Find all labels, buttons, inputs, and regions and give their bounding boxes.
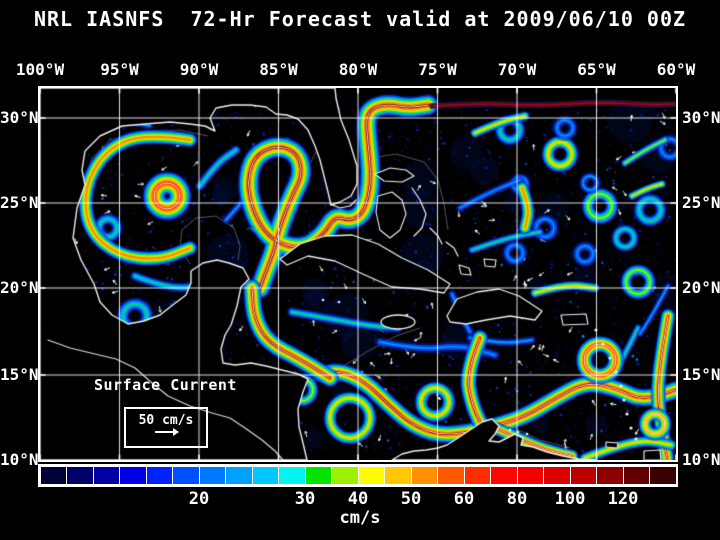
lon-tick-label: 95°W	[100, 60, 139, 79]
colorbar-tick-label: 20	[188, 489, 210, 509]
lat-tick-label-left: 20°N	[0, 278, 39, 297]
colorbar-segment	[358, 467, 384, 484]
colorbar-segment	[332, 467, 358, 484]
colorbar-segment	[385, 467, 411, 484]
lat-tick-label-left: 15°N	[0, 365, 39, 384]
legend-title: Surface Current	[94, 376, 237, 394]
lon-tick-label: 60°W	[656, 60, 696, 79]
colorbar-segment	[305, 467, 331, 484]
colorbar-tick-label: 100	[554, 489, 586, 509]
colorbar-segment	[252, 467, 278, 484]
reference-vector-arrow-icon	[155, 428, 179, 436]
map-plot-area	[38, 86, 678, 462]
reference-vector-label: 50 cm/s	[138, 413, 194, 428]
colorbar-segment	[597, 467, 623, 484]
colorbar-segment	[146, 467, 172, 484]
lat-tick-label-right: 20°N	[682, 278, 720, 297]
colorbar-segment	[464, 467, 490, 484]
colorbar-segment	[650, 467, 676, 484]
lon-tick-label: 85°W	[259, 60, 298, 79]
colorbar-tick-label: 50	[400, 489, 422, 509]
lat-tick-label-right: 10°N	[682, 450, 720, 469]
lat-tick-label-right: 15°N	[682, 365, 720, 384]
lon-tick-label: 65°W	[577, 60, 616, 79]
colorbar-segment	[226, 467, 252, 484]
colorbar-segment	[173, 467, 199, 484]
lat-tick-label-left: 30°N	[0, 108, 39, 127]
colorbar-segment	[120, 467, 146, 484]
colorbar-segment	[67, 467, 93, 484]
colorbar-unit-label: cm/s	[339, 508, 381, 528]
colorbar-tick-label: 120	[607, 489, 639, 509]
colorbar-tick-label: 80	[506, 489, 528, 509]
lon-tick-label: 90°W	[179, 60, 219, 79]
colorbar-tick-label: 60	[453, 489, 475, 509]
colorbar-segment	[517, 467, 543, 484]
colorbar-segment	[411, 467, 437, 484]
lon-tick-label: 75°W	[418, 60, 457, 79]
lon-tick-label: 100°W	[15, 60, 65, 79]
colorbar-segment	[570, 467, 596, 484]
colorbar-segment	[199, 467, 225, 484]
lon-tick-label: 70°W	[497, 60, 537, 79]
plot-title: NRL IASNFS 72-Hr Forecast valid at 2009/…	[33, 7, 687, 31]
lat-tick-label-right: 30°N	[682, 108, 720, 127]
colorbar	[38, 464, 678, 487]
colorbar-segment	[438, 467, 464, 484]
colorbar-segment	[623, 467, 649, 484]
lon-tick-label: 80°W	[338, 60, 378, 79]
reference-vector-box: 50 cm/s	[124, 407, 208, 448]
colorbar-segment	[40, 467, 66, 484]
lat-tick-label-left: 10°N	[0, 450, 39, 469]
colorbar-segment	[491, 467, 517, 484]
lat-tick-label-right: 25°N	[682, 193, 720, 212]
lat-tick-label-left: 25°N	[0, 193, 39, 212]
colorbar-tick-label: 40	[347, 489, 369, 509]
colorbar-segment	[279, 467, 305, 484]
colorbar-tick-label: 30	[294, 489, 316, 509]
colorbar-segment	[93, 467, 119, 484]
colorbar-segment	[544, 467, 570, 484]
current-field-canvas	[40, 88, 676, 460]
